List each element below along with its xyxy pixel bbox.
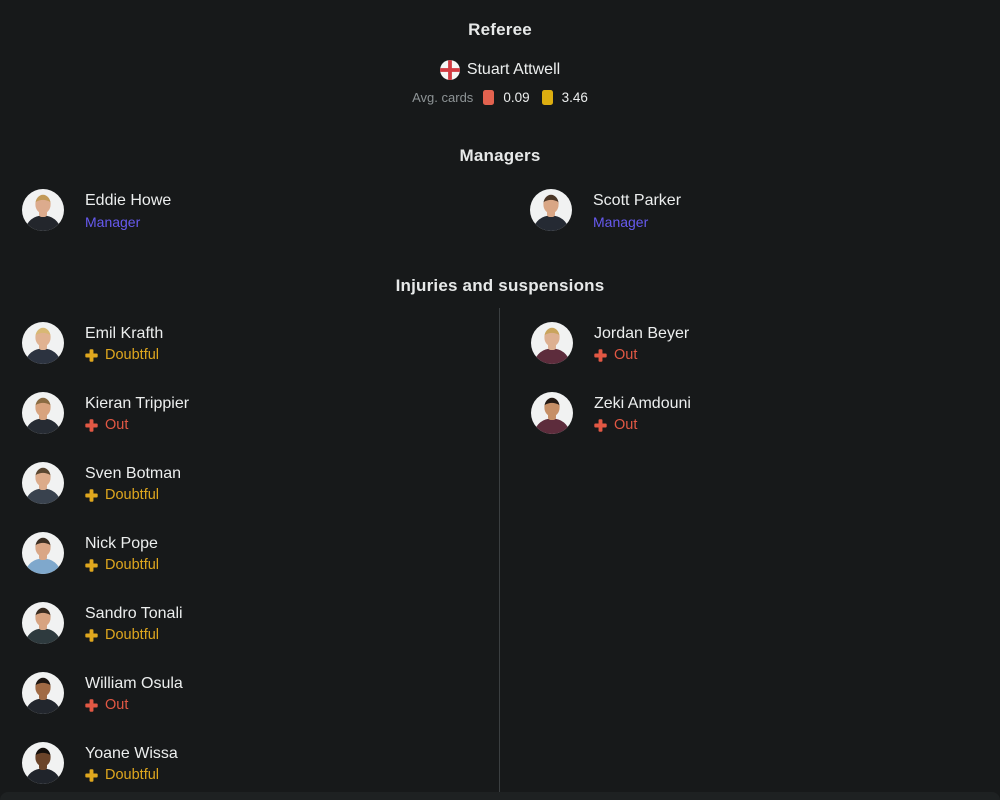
player-name: Yoane Wissa: [85, 744, 178, 762]
injury-row[interactable]: Sandro Tonali Doubtful: [22, 588, 499, 658]
red-card-icon: [483, 89, 495, 105]
away-injuries-column: Jordan Beyer Out Zeki Amdouni: [500, 308, 1000, 798]
away-manager-cell: Scott Parker Manager: [500, 189, 1000, 231]
player-name: Kieran Trippier: [85, 394, 190, 412]
home-manager-cell: Eddie Howe Manager: [0, 189, 500, 231]
next-card-top-edge: [0, 792, 1000, 800]
person-avatar: [22, 462, 64, 504]
red-cards-avg: 0.09: [503, 89, 530, 105]
status-label: Doubtful: [105, 766, 160, 783]
player-status: Doubtful: [85, 766, 178, 783]
injuries-section: Injuries and suspensions Emil Krafth Dou…: [0, 276, 1000, 798]
person-avatar: [531, 392, 573, 434]
england-flag-icon: [439, 60, 460, 80]
person-avatar: [22, 392, 64, 434]
injury-cross-icon: [85, 768, 98, 782]
player-status: Out: [85, 696, 183, 713]
manager-role: Manager: [593, 213, 649, 230]
injury-row[interactable]: Jordan Beyer Out: [531, 308, 1000, 378]
injury-row[interactable]: William Osula Out: [22, 658, 499, 728]
referee-avg-cards: Avg. cards 0.09 3.46: [0, 89, 1000, 105]
person-avatar: [22, 742, 64, 784]
injury-cross-icon: [85, 628, 98, 642]
person-avatar: [22, 532, 64, 574]
yellow-card-icon: [541, 89, 553, 105]
status-label: Doubtful: [105, 556, 160, 573]
status-label: Out: [614, 416, 638, 433]
player-name: Jordan Beyer: [594, 324, 690, 342]
person-avatar: [530, 189, 572, 231]
status-label: Doubtful: [105, 626, 160, 643]
status-label: Out: [614, 346, 638, 363]
injury-row[interactable]: Emil Krafth Doubtful: [22, 308, 499, 378]
player-name: Zeki Amdouni: [594, 394, 691, 412]
injury-cross-icon: [594, 348, 607, 362]
person-avatar: [22, 189, 64, 231]
yellow-cards-avg: 3.46: [561, 89, 588, 105]
person-avatar: [531, 322, 573, 364]
player-status: Out: [85, 416, 189, 433]
manager-row[interactable]: Eddie Howe Manager: [22, 189, 500, 231]
injury-cross-icon: [85, 418, 98, 432]
player-status: Doubtful: [85, 486, 181, 503]
injury-row[interactable]: Sven Botman Doubtful: [22, 448, 499, 518]
manager-role: Manager: [85, 213, 141, 230]
person-avatar: [22, 602, 64, 644]
referee-row[interactable]: Stuart Attwell: [0, 59, 1000, 81]
player-status: Out: [594, 416, 691, 433]
player-name: Sven Botman: [85, 464, 182, 482]
injury-cross-icon: [594, 418, 607, 432]
avg-cards-label: Avg. cards: [412, 89, 474, 105]
manager-name: Scott Parker: [593, 191, 682, 209]
referee-section-title: Referee: [468, 20, 532, 39]
injury-cross-icon: [85, 698, 98, 712]
status-label: Doubtful: [105, 486, 160, 503]
injuries-grid: Emil Krafth Doubtful Kieran Trippier: [0, 308, 1000, 798]
injury-row[interactable]: Zeki Amdouni Out: [531, 378, 1000, 448]
injury-cross-icon: [85, 558, 98, 572]
manager-name: Eddie Howe: [85, 191, 172, 209]
person-avatar: [22, 672, 64, 714]
injury-cross-icon: [85, 488, 98, 502]
referee-name: Stuart Attwell: [466, 61, 561, 78]
player-status: Doubtful: [85, 556, 160, 573]
home-injuries-column: Emil Krafth Doubtful Kieran Trippier: [0, 308, 500, 798]
managers-section: Managers Eddie Howe Manager Scott Parker…: [0, 146, 1000, 231]
managers-section-title: Managers: [459, 146, 541, 165]
player-name: William Osula: [85, 674, 183, 692]
status-label: Doubtful: [105, 346, 160, 363]
player-name: Nick Pope: [85, 534, 158, 552]
injury-row[interactable]: Nick Pope Doubtful: [22, 518, 499, 588]
player-name: Sandro Tonali: [85, 604, 183, 622]
person-avatar: [22, 322, 64, 364]
injury-row[interactable]: Kieran Trippier Out: [22, 378, 499, 448]
injury-row[interactable]: Yoane Wissa Doubtful: [22, 728, 499, 798]
manager-row[interactable]: Scott Parker Manager: [530, 189, 1000, 231]
status-label: Out: [105, 696, 129, 713]
player-status: Out: [594, 346, 689, 363]
injury-cross-icon: [85, 348, 98, 362]
managers-grid: Eddie Howe Manager Scott Parker Manager: [0, 189, 1000, 231]
injuries-section-title: Injuries and suspensions: [395, 276, 605, 295]
player-name: Emil Krafth: [85, 324, 164, 342]
referee-section: Referee Stuart Attwell Avg. cards 0.09 3…: [0, 0, 1000, 105]
player-status: Doubtful: [85, 346, 163, 363]
status-label: Out: [105, 416, 129, 433]
player-status: Doubtful: [85, 626, 183, 643]
